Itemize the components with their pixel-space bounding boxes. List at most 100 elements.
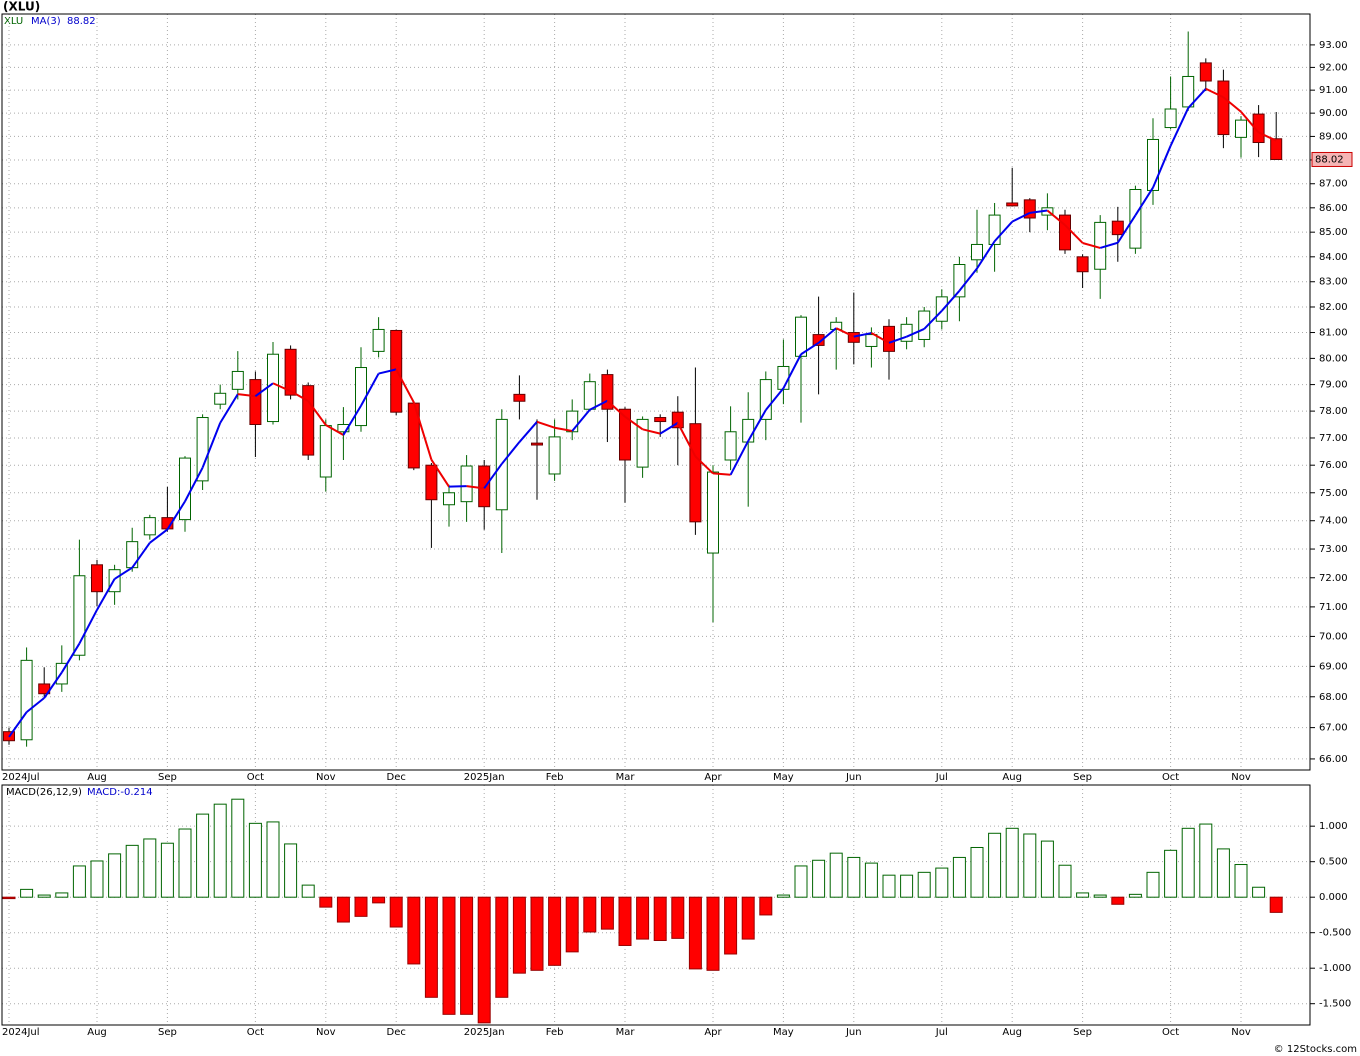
- ma-segment: [1152, 145, 1172, 188]
- y-tick-label: 68.00: [1319, 692, 1348, 703]
- macd-bar: [284, 843, 298, 898]
- ma-segment: [659, 422, 679, 435]
- y-tick-label: -0.500: [1319, 928, 1351, 939]
- ma-segment: [325, 424, 344, 436]
- x-tick-label: Aug: [1002, 1027, 1022, 1038]
- candle-body: [1217, 80, 1230, 136]
- x-tick-label: May: [773, 1027, 794, 1038]
- candle-body: [196, 417, 209, 482]
- candle-body: [566, 410, 579, 433]
- ma-segment: [1046, 209, 1066, 226]
- macd-label: MACD:-0.214: [87, 787, 153, 798]
- candle-body: [619, 408, 631, 461]
- macd-bar: [565, 896, 579, 953]
- ma-segment: [78, 609, 98, 645]
- ma-segment: [501, 441, 521, 465]
- macd-bar: [1093, 894, 1107, 898]
- macd-bar: [196, 813, 210, 898]
- candle-body: [73, 575, 86, 656]
- x-tick-label: Sep: [158, 1027, 177, 1038]
- macd-bar: [600, 896, 614, 930]
- macd-bar: [424, 896, 438, 998]
- x-tick-label: May: [773, 772, 794, 783]
- x-tick-label: 2024Jul: [2, 1027, 40, 1038]
- macd-bar: [37, 894, 51, 898]
- ma-segment: [290, 390, 309, 402]
- ma-segment: [360, 373, 380, 407]
- macd-bar: [970, 846, 984, 898]
- macd-bar: [266, 821, 280, 898]
- candle-body: [795, 316, 807, 357]
- y-tick-label: 71.00: [1319, 602, 1348, 613]
- macd-bar: [1076, 892, 1090, 898]
- ma-segment: [729, 440, 750, 476]
- macd-bar: [882, 874, 896, 898]
- ma-segment: [906, 328, 925, 338]
- candle-body: [742, 418, 755, 443]
- ma-segment: [1011, 212, 1031, 223]
- candle-body: [636, 418, 649, 468]
- candle-body: [1147, 138, 1159, 191]
- candle-body: [231, 370, 244, 390]
- ma-segment: [676, 422, 697, 457]
- x-tick-label: Aug: [1002, 772, 1022, 783]
- ma-segment: [1187, 88, 1207, 109]
- ma-segment: [237, 393, 256, 398]
- ma-segment: [1064, 224, 1084, 244]
- candle-body: [1182, 75, 1195, 108]
- y-tick-label: 69.00: [1319, 661, 1348, 672]
- legend-ma-value: 88.82: [67, 16, 96, 27]
- ma-segment: [536, 420, 555, 429]
- candle-body: [883, 325, 895, 352]
- macd-bar: [1216, 848, 1230, 898]
- ma-segment: [25, 697, 45, 713]
- x-tick-label: Aug: [87, 1027, 107, 1038]
- candle-body: [1129, 188, 1142, 249]
- x-tick-label: Nov: [1231, 772, 1251, 783]
- x-tick-label: Mar: [616, 1027, 636, 1038]
- panel-frame: [1, 13, 1311, 771]
- macd-bar: [90, 860, 104, 898]
- macd-bar: [1164, 849, 1178, 898]
- candle-body: [513, 393, 526, 402]
- x-tick-label: Nov: [316, 1027, 336, 1038]
- macd-bar: [231, 798, 245, 898]
- candle-body: [1059, 214, 1071, 251]
- candle-body: [918, 310, 931, 340]
- y-tick-label: 0.500: [1319, 857, 1348, 868]
- candle-body: [425, 464, 438, 501]
- candle-body: [1023, 199, 1036, 219]
- macd-bar: [407, 896, 421, 965]
- macd-bar: [952, 856, 966, 898]
- ma-segment: [1082, 242, 1101, 249]
- y-tick-label: 73.00: [1319, 544, 1348, 555]
- candle-body: [143, 517, 156, 536]
- ma-segment: [747, 409, 767, 442]
- ma-segment: [448, 485, 467, 488]
- y-tick-label: 83.00: [1319, 277, 1348, 288]
- y-tick-label: 77.00: [1319, 433, 1348, 444]
- copyright: © 12Stocks.com: [1274, 1044, 1357, 1055]
- candle-body: [548, 436, 561, 475]
- macd-bar: [143, 838, 157, 898]
- y-tick-label: 87.00: [1319, 179, 1348, 190]
- macd-bar: [213, 803, 227, 898]
- ma-segment: [254, 382, 274, 398]
- x-tick-label: Oct: [1162, 772, 1179, 783]
- ma-segment: [765, 387, 785, 411]
- ma-segment: [1029, 209, 1048, 214]
- macd-bar: [688, 896, 702, 970]
- macd-bar: [1269, 896, 1283, 913]
- ma-segment: [412, 402, 433, 461]
- macd-bar: [706, 896, 720, 971]
- macd-bar: [1234, 864, 1248, 898]
- ma-segment: [853, 332, 872, 338]
- macd-bar: [583, 896, 597, 933]
- candle-body: [531, 442, 543, 446]
- ma-segment: [96, 578, 116, 611]
- macd-bar: [741, 896, 755, 940]
- y-tick-label: 91.00: [1319, 85, 1348, 96]
- ma-segment: [272, 382, 292, 393]
- macd-bar: [1199, 823, 1213, 898]
- ma-segment: [8, 711, 28, 738]
